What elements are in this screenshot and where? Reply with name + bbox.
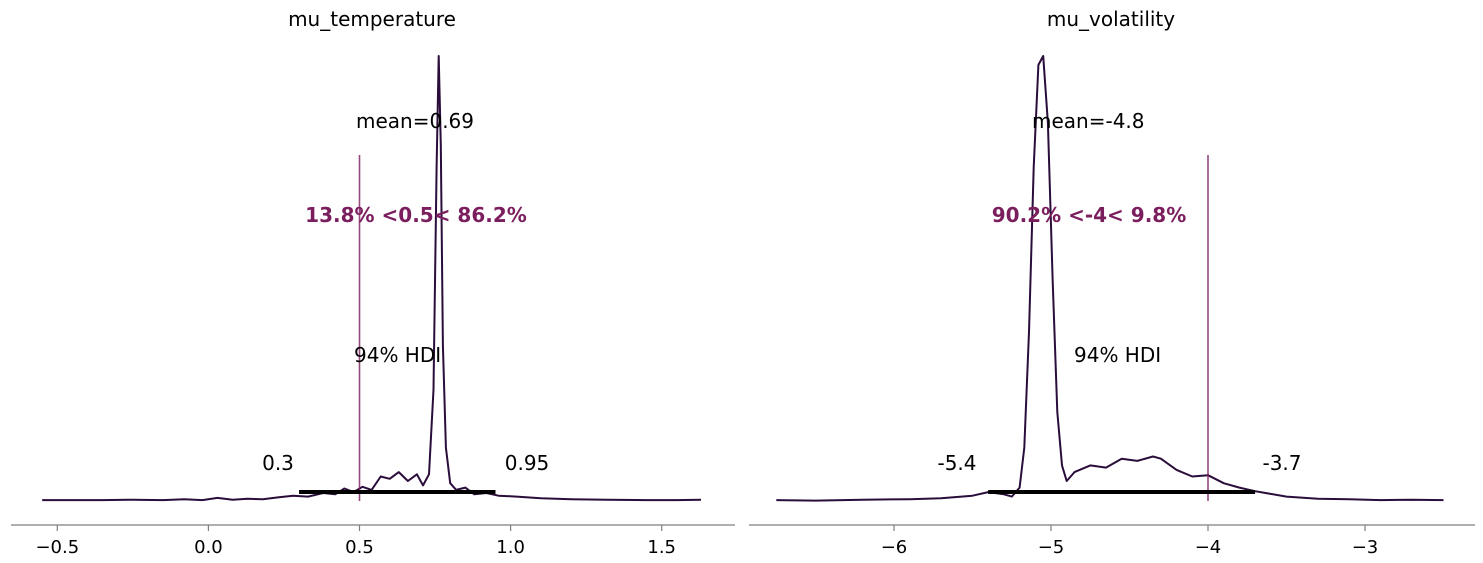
reference-label: 13.8% <0.5< 86.2% xyxy=(305,203,527,227)
x-tick-label: −6 xyxy=(881,537,908,558)
x-tick-label: 0.5 xyxy=(345,537,374,558)
kde-curve xyxy=(42,55,702,502)
hdi-high-label: 0.95 xyxy=(505,451,550,475)
x-tick-label: 1.0 xyxy=(496,537,525,558)
mean-label: mean=-4.8 xyxy=(1032,109,1145,133)
panel-mu-volatility: mu_volatility −6 −5 −4 −3 mean=-4.8 90.2% <-4… xyxy=(749,7,1475,558)
hdi-high-label: -3.7 xyxy=(1262,451,1301,475)
mean-label: mean=0.69 xyxy=(356,109,474,133)
reference-label: 90.2% <-4< 9.8% xyxy=(992,203,1187,227)
panel-title: mu_temperature xyxy=(288,7,456,31)
hdi-label: 94% HDI xyxy=(354,343,441,367)
x-tick-label: 1.5 xyxy=(647,537,676,558)
hdi-label: 94% HDI xyxy=(1074,343,1161,367)
x-tick-label: −5 xyxy=(1038,537,1065,558)
hdi-low-label: -5.4 xyxy=(937,451,976,475)
panel-title: mu_volatility xyxy=(1047,7,1175,31)
x-tick-label: −4 xyxy=(1195,537,1222,558)
panel-mu-temperature: mu_temperature −0.5 0.0 0.5 1.0 1.5 mean=0.69… xyxy=(11,7,735,558)
hdi-low-label: 0.3 xyxy=(262,451,294,475)
x-tick-label: 0.0 xyxy=(194,537,223,558)
x-tick-label: −3 xyxy=(1352,537,1379,558)
x-tick-label: −0.5 xyxy=(35,537,79,558)
